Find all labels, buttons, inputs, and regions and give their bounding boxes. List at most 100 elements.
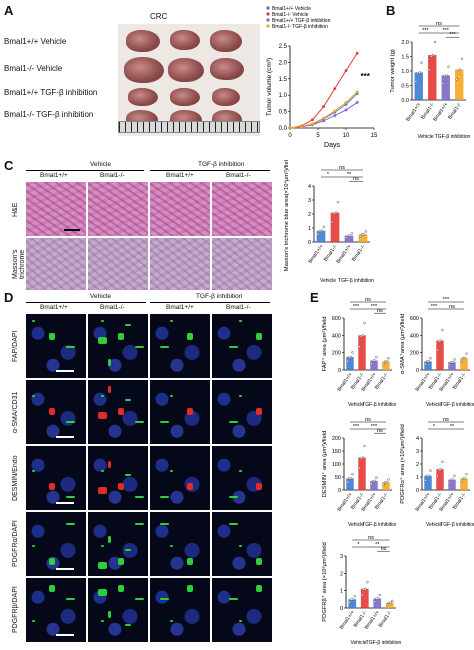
stain-signal bbox=[239, 470, 242, 472]
data-point bbox=[391, 599, 394, 603]
y-axis-label: α-SMA⁺area (μm²)/field bbox=[399, 314, 406, 374]
group-vehicle: Vehicle bbox=[90, 293, 111, 300]
data-point bbox=[344, 236, 348, 239]
stain-signal bbox=[170, 395, 173, 397]
tumor-photo bbox=[118, 24, 260, 136]
stain-signal bbox=[239, 320, 242, 322]
x-tick-label: Bmal1-/- bbox=[378, 609, 394, 628]
stain-signal bbox=[32, 545, 35, 547]
masson-label: Masson's trichrome bbox=[12, 249, 26, 279]
panel-label-c: C bbox=[4, 158, 14, 173]
data-point bbox=[364, 230, 368, 233]
data-point bbox=[375, 355, 378, 359]
stain-signal bbox=[32, 470, 35, 472]
y-tick-label: 4 bbox=[308, 184, 311, 190]
fluorescence-image bbox=[26, 578, 86, 642]
group-vehicle: Vehicle bbox=[90, 161, 111, 168]
significance-mark: *** bbox=[353, 304, 360, 310]
x-tick-label: Bmal1+/+ bbox=[414, 492, 431, 513]
data-point bbox=[346, 360, 349, 363]
data-point bbox=[414, 80, 418, 83]
legend-marker bbox=[266, 12, 270, 16]
data-point bbox=[318, 229, 322, 233]
bar bbox=[316, 230, 326, 242]
data-point bbox=[429, 357, 432, 360]
data-point bbox=[439, 468, 443, 471]
significance-mark: ns bbox=[381, 546, 387, 552]
stain-signal bbox=[101, 470, 104, 472]
fluorescence-image bbox=[26, 314, 86, 378]
stain-signal bbox=[49, 558, 55, 565]
data-point bbox=[333, 87, 337, 91]
data-point bbox=[361, 334, 365, 337]
group-label: Vehicle bbox=[348, 402, 364, 408]
fluorescence-image bbox=[88, 314, 148, 378]
y-axis-label: Tumor volume (cm³) bbox=[266, 58, 273, 116]
stain-signal bbox=[108, 536, 111, 543]
stain-signal bbox=[66, 523, 75, 525]
data-point bbox=[351, 351, 354, 354]
data-point bbox=[336, 200, 340, 204]
significance-mark: ns bbox=[368, 535, 374, 541]
stain-signal bbox=[239, 395, 242, 397]
bar bbox=[382, 482, 390, 490]
bar bbox=[348, 599, 357, 608]
y-tick-label: 100 bbox=[332, 462, 341, 468]
y-axis-label: FAP⁺ area (μm²)/field bbox=[321, 316, 328, 371]
data-point bbox=[299, 125, 303, 129]
stain-signal bbox=[98, 412, 107, 419]
stain-signal bbox=[101, 620, 104, 622]
stain-label: FAP/DAPI bbox=[12, 330, 19, 362]
data-point bbox=[316, 233, 320, 236]
significance-mark: ** bbox=[375, 542, 380, 548]
significance-mark: ** bbox=[347, 172, 352, 178]
data-point bbox=[436, 474, 439, 478]
data-point bbox=[311, 122, 314, 126]
tumor-volume-chart: 0.0 0.5 1.0 1.5 2.0 2.5 0 5 10 15 Days Tumor volume… bbox=[266, 6, 378, 149]
stain-signal bbox=[32, 620, 35, 622]
bar bbox=[358, 457, 366, 490]
stain-signal bbox=[108, 611, 111, 618]
stain-signal bbox=[98, 589, 107, 596]
stain-signal bbox=[229, 598, 238, 600]
data-point bbox=[387, 478, 390, 481]
masson-chart: 01234Bmal1+/+Bmal1-/-Bmal1+/+Bmal1-/-Veh… bbox=[283, 160, 374, 284]
fluorescence-image bbox=[212, 380, 272, 444]
group-label: Vehicle bbox=[426, 402, 442, 408]
stain-signal bbox=[135, 346, 144, 348]
legend-label: Bmal1-/- Vehicle bbox=[272, 12, 309, 18]
fluorescence-image bbox=[212, 512, 272, 576]
bar bbox=[370, 480, 378, 490]
bar bbox=[460, 478, 468, 490]
bar bbox=[455, 69, 464, 100]
stain-signal bbox=[170, 470, 173, 472]
data-point bbox=[387, 357, 390, 360]
stain-signal bbox=[229, 523, 238, 525]
significance-mark: ns bbox=[449, 304, 455, 310]
fluorescence-image bbox=[212, 314, 272, 378]
stain-signal bbox=[108, 359, 111, 366]
data-point bbox=[348, 600, 351, 604]
data-point bbox=[460, 57, 464, 60]
data-point bbox=[385, 481, 389, 484]
stain-signal bbox=[66, 421, 75, 423]
data-point bbox=[439, 339, 443, 342]
stain-signal bbox=[187, 408, 193, 415]
stain-signal bbox=[125, 399, 131, 401]
y-tick-label: 2.5 bbox=[279, 44, 288, 50]
data-point bbox=[361, 456, 365, 459]
significance-mark: *** bbox=[443, 297, 450, 303]
data-point bbox=[350, 232, 354, 235]
x-tick-label: Bmal1-/- bbox=[447, 101, 463, 120]
data-point bbox=[349, 477, 353, 480]
y-axis-label: PDGFRα⁺ area (×10³μm²)/field bbox=[399, 424, 406, 504]
fluorescence-image bbox=[150, 578, 210, 642]
y-tick-label: 200 bbox=[332, 436, 341, 442]
bar bbox=[424, 475, 432, 490]
row-label: Bmal1-/- TGF-β inhibition bbox=[4, 110, 94, 119]
significance-mark: * bbox=[433, 424, 436, 430]
stain-signal bbox=[187, 333, 193, 340]
significance-mark: ns bbox=[443, 417, 449, 423]
stain-signal bbox=[32, 395, 35, 397]
tumor-weight-chart: 0.00.51.01.52.0Bmal1+/+Bmal1-/-Bmal1+/+B… bbox=[390, 21, 471, 140]
